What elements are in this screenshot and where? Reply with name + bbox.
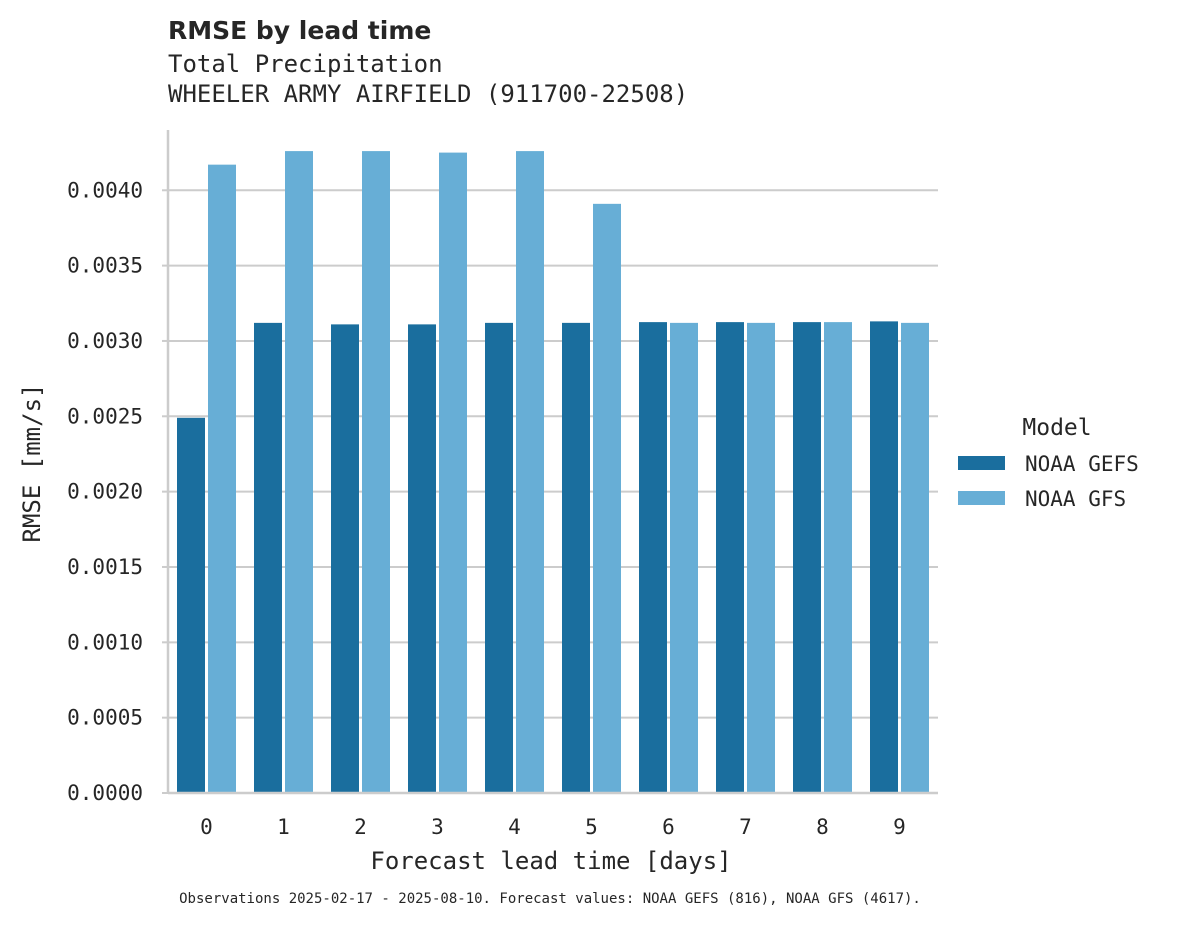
chart-title: RMSE by lead time <box>168 16 432 45</box>
x-tick-label: 7 <box>739 815 752 839</box>
bar-noaa-gfs-day-6 <box>670 322 698 793</box>
bar-noaa-gefs-day-4 <box>485 322 513 793</box>
bar-noaa-gefs-day-6 <box>639 322 667 793</box>
bar-noaa-gefs-day-0 <box>177 417 205 793</box>
legend: Model NOAA GEFS NOAA GFS <box>958 415 1139 511</box>
x-tick-label: 6 <box>662 815 675 839</box>
y-tick-label: 0.0025 <box>67 404 143 428</box>
y-tick-label: 0.0010 <box>67 630 143 654</box>
x-tick-label: 8 <box>816 815 829 839</box>
bar-noaa-gefs-day-5 <box>562 322 590 793</box>
bars <box>177 151 929 794</box>
x-tick-labels: 0 1 2 3 4 5 6 7 8 9 <box>200 815 906 839</box>
bar-noaa-gfs-day-8 <box>824 322 852 793</box>
bar-noaa-gfs-day-2 <box>362 151 390 793</box>
bar-noaa-gefs-day-9 <box>870 321 898 793</box>
chart-subtitle-variable: Total Precipitation <box>168 50 443 78</box>
bar-noaa-gefs-day-3 <box>408 324 436 793</box>
y-tick-label: 0.0005 <box>67 706 143 730</box>
y-tick-label: 0.0030 <box>67 329 143 353</box>
axes <box>166 130 938 795</box>
legend-swatch <box>958 491 1005 505</box>
y-tick-label: 0.0035 <box>67 254 143 278</box>
x-tick-label: 4 <box>508 815 521 839</box>
y-tick-label: 0.0020 <box>67 480 143 504</box>
legend-swatch <box>958 456 1005 470</box>
chart-subtitle-station: WHEELER ARMY AIRFIELD (911700-22508) <box>168 80 689 108</box>
bar-noaa-gfs-day-9 <box>901 322 929 793</box>
bar-noaa-gfs-day-5 <box>593 203 621 793</box>
y-axis-label: RMSE [mm/s] <box>18 384 46 543</box>
x-tick-label: 5 <box>585 815 598 839</box>
bar-noaa-gfs-day-4 <box>516 151 544 793</box>
y-tick-label: 0.0015 <box>67 555 143 579</box>
bar-noaa-gfs-day-1 <box>285 151 313 793</box>
bar-noaa-gefs-day-8 <box>793 322 821 793</box>
y-tick-label: 0.0040 <box>67 178 143 202</box>
x-tick-label: 2 <box>354 815 367 839</box>
x-tick-label: 3 <box>431 815 444 839</box>
bar-noaa-gefs-day-2 <box>331 324 359 793</box>
bar-noaa-gefs-day-1 <box>254 322 282 793</box>
bar-noaa-gfs-day-7 <box>747 322 775 793</box>
bar-noaa-gfs-day-3 <box>439 152 467 793</box>
chart-footnote: Observations 2025-02-17 - 2025-08-10. Fo… <box>179 891 921 907</box>
bar-noaa-gfs-day-0 <box>208 164 236 794</box>
bar-noaa-gefs-day-7 <box>716 322 744 793</box>
legend-label: NOAA GFS <box>1025 487 1126 511</box>
legend-label: NOAA GEFS <box>1025 452 1139 476</box>
y-tick-labels: 0.0000 0.0005 0.0010 0.0015 0.0020 0.0025 0.00… <box>67 178 143 805</box>
x-tick-label: 1 <box>277 815 290 839</box>
legend-title: Model <box>1022 415 1091 441</box>
x-tick-label: 9 <box>893 815 906 839</box>
y-tick-label: 0.0000 <box>67 781 143 805</box>
x-tick-label: 0 <box>200 815 213 839</box>
x-axis-label: Forecast lead time [days] <box>370 847 731 875</box>
